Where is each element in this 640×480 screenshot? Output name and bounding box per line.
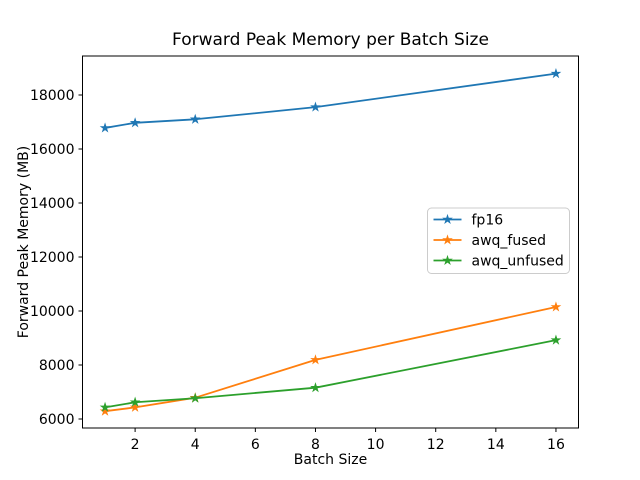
data-point-marker-awq_fused <box>550 301 562 312</box>
chart-title: Forward Peak Memory per Batch Size <box>172 30 489 50</box>
legend-label: fp16 <box>472 213 504 229</box>
legend-box <box>427 207 570 274</box>
series-awq_unfused <box>99 334 562 412</box>
legend-marker-fp16 <box>442 213 453 225</box>
series-line-fp16 <box>104 72 557 129</box>
legend: fp16 awq_fused awq_unfused <box>427 207 570 274</box>
data-point-marker-awq_fused <box>99 405 111 416</box>
x-tick-label: 14 <box>487 437 505 453</box>
y-tick-label: 18000 <box>30 88 75 104</box>
data-point-marker-awq_unfused <box>550 334 562 345</box>
series-layer <box>99 68 562 416</box>
series-fp16 <box>99 68 562 133</box>
data-point-marker-fp16 <box>550 68 562 79</box>
data-point-marker-awq_unfused <box>310 382 321 393</box>
x-tick-label: 10 <box>367 437 385 453</box>
legend-label: awq_fused <box>472 233 547 249</box>
y-tick-label: 12000 <box>30 250 75 266</box>
x-tick-label: 4 <box>191 437 200 453</box>
x-tick-label: 16 <box>547 437 565 453</box>
y-tick-label: 6000 <box>39 412 75 428</box>
y-axis-label: Forward Peak Memory (MB) <box>16 146 32 338</box>
data-point-marker-awq_unfused <box>129 396 141 407</box>
series-line-awq_unfused <box>104 339 557 409</box>
x-tick-label: 8 <box>311 437 320 453</box>
legend-entry-fp16: fp16 <box>433 213 504 229</box>
plot-border <box>82 55 579 429</box>
data-point-marker-awq_unfused <box>189 392 201 403</box>
data-point-marker-awq_fused <box>310 354 321 365</box>
axes-layer: 2 4 6 8 10 12 14 16 6000 8000 10000 12000 14000 16000… <box>30 55 579 453</box>
x-tick-label: 12 <box>427 437 445 453</box>
y-tick-label: 8000 <box>39 358 75 374</box>
series-line-awq_fused <box>104 306 557 413</box>
legend-marker-awq_fused <box>442 234 453 245</box>
data-point-marker-fp16 <box>310 101 321 112</box>
data-point-marker-fp16 <box>99 122 111 133</box>
data-point-marker-fp16 <box>129 117 141 128</box>
legend-label: awq_unfused <box>472 254 564 270</box>
data-point-marker-fp16 <box>189 113 201 124</box>
x-tick-label: 6 <box>251 437 260 453</box>
series-awq_fused <box>99 301 562 416</box>
legend-marker-awq_unfused <box>442 254 453 266</box>
data-point-marker-awq_fused <box>129 401 141 412</box>
data-point-marker-awq_unfused <box>99 401 111 412</box>
x-tick-label: 2 <box>131 437 140 453</box>
y-tick-label: 10000 <box>30 304 75 320</box>
y-tick-label: 16000 <box>30 142 75 158</box>
legend-entry-awq_unfused: awq_unfused <box>433 254 564 270</box>
y-tick-label: 14000 <box>30 196 75 212</box>
legend-entry-awq_fused: awq_fused <box>433 233 547 249</box>
x-axis-label: Batch Size <box>294 452 367 468</box>
